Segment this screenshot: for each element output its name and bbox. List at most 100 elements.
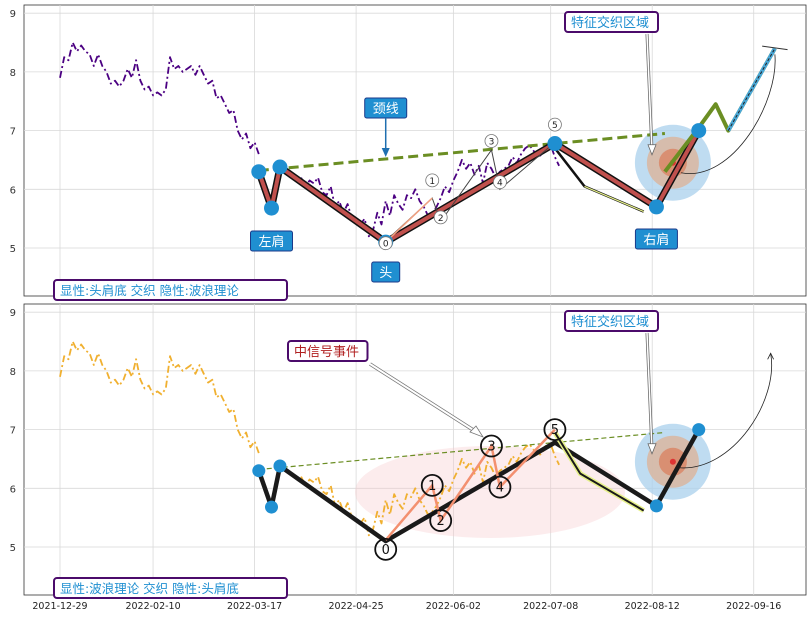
right-shoulder-label-box (634, 228, 678, 250)
pattern-point (252, 464, 266, 478)
y-tick-label: 5 (10, 244, 16, 255)
wave-label-text: 1 (429, 177, 435, 187)
bottom-wave-labels: 0 1 2 3 4 5 (374, 418, 567, 561)
pattern-point (272, 159, 288, 175)
bottom-pattern-points (252, 423, 706, 514)
y-tick-label: 6 (10, 185, 16, 196)
y-tick-label: 6 (10, 484, 16, 495)
feature-arrow-top-head (647, 144, 657, 156)
wave-label-text: 1 (428, 479, 436, 494)
y-tick-label: 7 (10, 426, 16, 437)
x-tick-label: 2022-09-16 (726, 601, 781, 612)
y-tick-label: 9 (10, 308, 16, 319)
feature-zone-label-bottom-box (564, 310, 659, 332)
y-tick-label: 9 (10, 9, 16, 20)
neckline-line (258, 431, 665, 471)
x-tick-label: 2022-06-02 (426, 601, 481, 612)
x-tick-label: 2022-03-17 (227, 601, 282, 612)
feature-zone-core (669, 458, 676, 465)
pattern-point (691, 123, 707, 139)
top-wave-labels: 0 1 2 3 4 5 (378, 117, 562, 251)
wave-label-text: 5 (551, 423, 559, 438)
wave-segment-orange (385, 197, 433, 243)
wave-label-text: 2 (438, 214, 444, 224)
pattern-point (251, 164, 267, 180)
wave-label-circle (425, 173, 440, 188)
target-cap (762, 45, 788, 51)
wave-label-text: 3 (487, 440, 495, 455)
axis-tick-labels: 5 6 7 8 9 5 6 7 8 9 2021-12-29 2022-02-10 2022-03-17… (10, 9, 782, 612)
signal-arrow-head (469, 425, 484, 438)
wave-label-text: 3 (489, 138, 495, 148)
wave-label-circle (543, 418, 567, 442)
top-neckline (258, 132, 666, 172)
pattern-point (648, 199, 664, 215)
wave-label-text: 0 (383, 240, 389, 250)
wave-label-circle (480, 434, 503, 458)
bottom-neckline (258, 431, 665, 471)
neckline-line (258, 132, 666, 172)
top-caption-text: 显性:头肩底 交织 隐性:波浪理论 (60, 283, 239, 298)
wave-label-circle (484, 134, 499, 148)
wave-label-circle (488, 475, 512, 499)
x-tick-label: 2021-12-29 (32, 601, 87, 612)
feature-zone-label-bottom-text: 特征交织区域 (571, 314, 649, 330)
wave-label-circle (420, 473, 444, 497)
x-tick-label: 2022-08-12 (625, 601, 680, 612)
wave-label-text: 4 (497, 179, 503, 189)
pattern-point (547, 136, 563, 152)
breakout-fill (654, 129, 701, 208)
wave-label-circle (374, 537, 398, 561)
target-path-dash (727, 48, 776, 131)
left-shoulder-label-box (250, 230, 293, 252)
feature-arrow-bottom-head (647, 443, 657, 455)
wave-label-circle (493, 175, 507, 190)
feature-arrow-bottom-inner (646, 332, 653, 450)
price-series-0 (59, 340, 260, 454)
wave-down-line (554, 431, 645, 512)
head-label-text: 头 (379, 266, 392, 281)
right-shoulder-label-text: 右肩 (643, 232, 669, 248)
pattern-point (265, 500, 278, 514)
signal-arrow-inner (369, 363, 479, 434)
y-tick-label: 7 (10, 127, 16, 138)
pattern-point (649, 499, 663, 513)
y-tick-label: 8 (10, 68, 16, 79)
bottom-caption-text: 显性:波浪理论 交织 隐性:头肩底 (60, 581, 239, 596)
left-shoulder-label-text: 左肩 (258, 234, 284, 250)
top-caption-box (53, 279, 288, 301)
pattern-point (273, 459, 287, 473)
wave-down-fill (584, 185, 644, 213)
wave-label-circle (548, 117, 562, 132)
y-tick-label: 5 (10, 543, 16, 554)
top-wave-line (385, 141, 556, 243)
wave-label-text: 5 (552, 121, 558, 131)
feature-zone-label-top-text: 特征交织区域 (571, 15, 649, 31)
wave-label-text: 0 (382, 543, 390, 558)
x-tick-label: 2022-02-10 (125, 601, 180, 612)
top-pattern-points (251, 123, 707, 250)
price-series-0 (59, 41, 260, 155)
head-label-box (371, 261, 401, 283)
wave-label-circle (433, 210, 448, 225)
feature-zone-label-top-box (564, 11, 659, 33)
signal-event-label-text: 中信号事件 (294, 345, 359, 360)
wave-line-orange (384, 428, 556, 541)
neckline-pointer-head (381, 148, 390, 157)
x-tick-label: 2022-07-08 (523, 601, 578, 612)
curved-arrow (678, 353, 773, 469)
wave-label-text: 4 (496, 481, 504, 496)
wave-label-circle (378, 236, 393, 251)
curved-arrow-head (767, 352, 774, 360)
pattern-point (264, 200, 279, 216)
curved-arrow (680, 54, 776, 174)
pattern-point (692, 423, 706, 437)
feature-arrow-top-inner (646, 33, 653, 151)
bottom-wave-line (384, 428, 556, 541)
top-target-path (663, 45, 788, 174)
y-tick-label: 8 (10, 367, 16, 378)
wave-label-circle (429, 509, 453, 532)
